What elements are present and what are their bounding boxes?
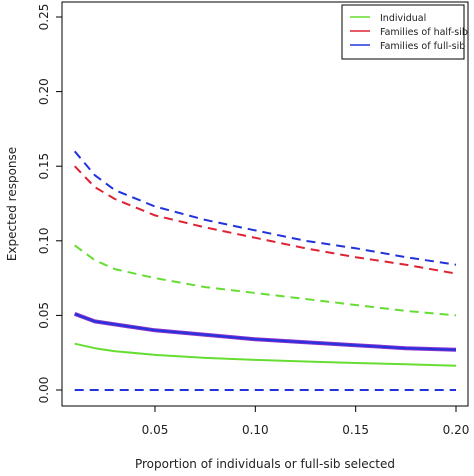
- y-tick-label: 0.20: [37, 78, 51, 105]
- plot-frame: [61, 1, 469, 407]
- series-line-1: [74, 244, 457, 317]
- y-tick-label: 0.05: [37, 302, 51, 329]
- series-line-4: [74, 312, 457, 352]
- series-layer: [73, 150, 457, 391]
- y-tick-label: 0.25: [37, 4, 51, 31]
- x-axis-title: Proportion of individuals or full-sib se…: [135, 457, 395, 471]
- y-tick-label: 0.00: [37, 377, 51, 404]
- legend-box: [341, 4, 465, 60]
- legend-label-half-sib: Families of half-sib: [380, 27, 468, 38]
- y-tick-label: 0.10: [37, 227, 51, 254]
- x-tick-label: 0.05: [142, 423, 169, 437]
- legend-label-individual: Individual: [380, 13, 426, 24]
- x-tick-label: 0.10: [242, 423, 269, 437]
- series-line-3: [73, 150, 457, 266]
- x-axis: 0.05 0.10 0.15 0.20: [142, 406, 470, 437]
- legend-label-full-sib: Families of full-sib: [380, 41, 465, 52]
- y-axis: 0.00 0.05 0.10 0.15 0.20 0.25: [37, 4, 62, 404]
- series-line-2: [73, 165, 457, 275]
- x-tick-label: 0.15: [342, 423, 369, 437]
- legend: Individual Families of half-sib Families…: [341, 4, 468, 60]
- y-tick-label: 0.15: [37, 153, 51, 180]
- series-line-5: [74, 312, 457, 351]
- x-tick-label: 0.20: [443, 423, 470, 437]
- series-line-0: [74, 342, 457, 367]
- y-axis-title: Expected response: [5, 147, 19, 261]
